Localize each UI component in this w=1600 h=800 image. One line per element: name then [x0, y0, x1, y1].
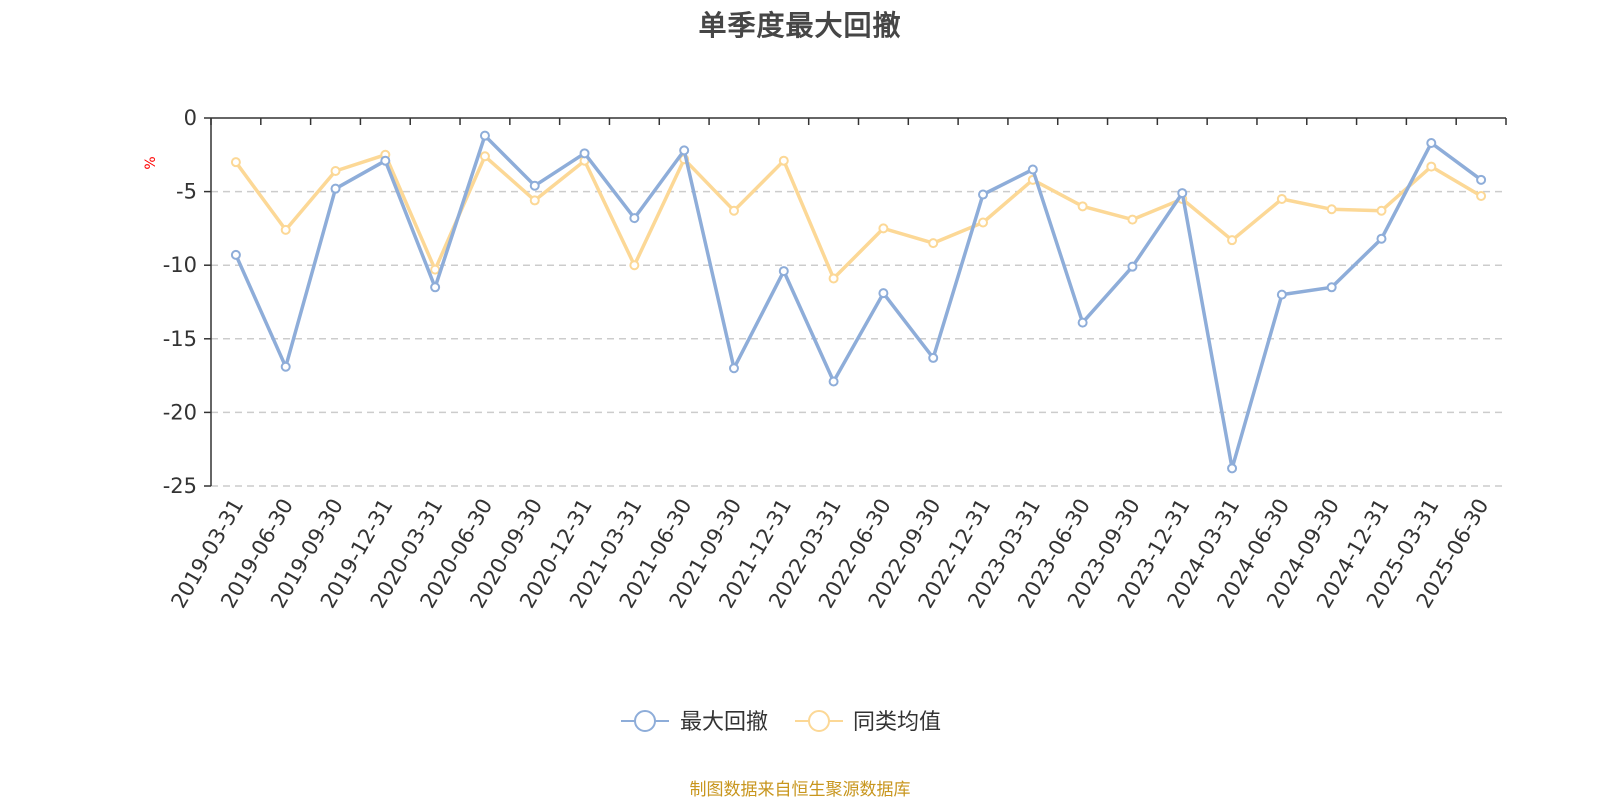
- legend-marker-icon: [634, 710, 656, 732]
- data-point: [1376, 205, 1387, 216]
- source-note: 制图数据来自恒生聚源数据库: [689, 780, 911, 800]
- legend[interactable]: 最大回撤 同类均值: [621, 710, 941, 735]
- data-point: [1426, 161, 1437, 172]
- data-point: [1376, 233, 1387, 244]
- data-point: [1177, 188, 1188, 199]
- data-point: [330, 165, 341, 176]
- data-point: [928, 352, 939, 363]
- data-point: [430, 282, 441, 293]
- legend-label: 最大回撤: [680, 710, 768, 735]
- data-point: [1426, 138, 1437, 149]
- data-point: [430, 264, 441, 275]
- data-point: [629, 213, 640, 224]
- data-point: [1077, 317, 1088, 328]
- data-point: [828, 376, 839, 387]
- chart-title: 单季度最大回撤: [698, 9, 902, 42]
- data-point: [1227, 463, 1238, 474]
- legend-marker-icon: [808, 710, 830, 732]
- y-tick-label: -10: [163, 253, 197, 277]
- data-point: [1476, 174, 1487, 185]
- data-point: [629, 260, 640, 271]
- y-tick-label: 0: [184, 106, 197, 130]
- y-unit-label: %: [143, 156, 159, 169]
- data-point: [778, 155, 789, 166]
- data-point: [679, 145, 690, 156]
- data-point: [1127, 214, 1138, 225]
- data-point: [280, 361, 291, 372]
- data-point: [479, 151, 490, 162]
- data-point: [1476, 191, 1487, 202]
- data-point: [230, 249, 241, 260]
- data-point: [1276, 289, 1287, 300]
- data-point: [978, 189, 989, 200]
- data-point: [380, 155, 391, 166]
- data-point: [928, 238, 939, 249]
- data-point: [878, 223, 889, 234]
- data-point: [529, 180, 540, 191]
- legend-label: 同类均值: [853, 710, 941, 735]
- data-point: [978, 217, 989, 228]
- data-point: [828, 273, 839, 284]
- series-layer: [230, 130, 1487, 474]
- data-point: [330, 183, 341, 194]
- y-tick-label: -25: [163, 474, 197, 498]
- data-point: [1326, 204, 1337, 215]
- y-tick-label: -5: [176, 180, 197, 204]
- data-point: [1227, 235, 1238, 246]
- data-point: [529, 195, 540, 206]
- data-point: [479, 130, 490, 141]
- legend-item[interactable]: 最大回撤: [621, 710, 768, 735]
- data-point: [1027, 164, 1038, 175]
- data-point: [778, 266, 789, 277]
- data-point: [1127, 261, 1138, 272]
- data-point: [728, 205, 739, 216]
- data-point: [728, 363, 739, 374]
- data-point: [280, 224, 291, 235]
- y-tick-label: -20: [163, 400, 197, 424]
- data-point: [1077, 201, 1088, 212]
- y-tick-label: -15: [163, 327, 197, 351]
- legend-item[interactable]: 同类均值: [795, 710, 941, 735]
- series-line: [234, 133, 1483, 471]
- series-line: [234, 153, 1482, 281]
- data-point: [878, 288, 889, 299]
- data-point: [579, 148, 590, 159]
- data-point: [1326, 282, 1337, 293]
- data-point: [1276, 193, 1287, 204]
- data-point: [230, 157, 241, 168]
